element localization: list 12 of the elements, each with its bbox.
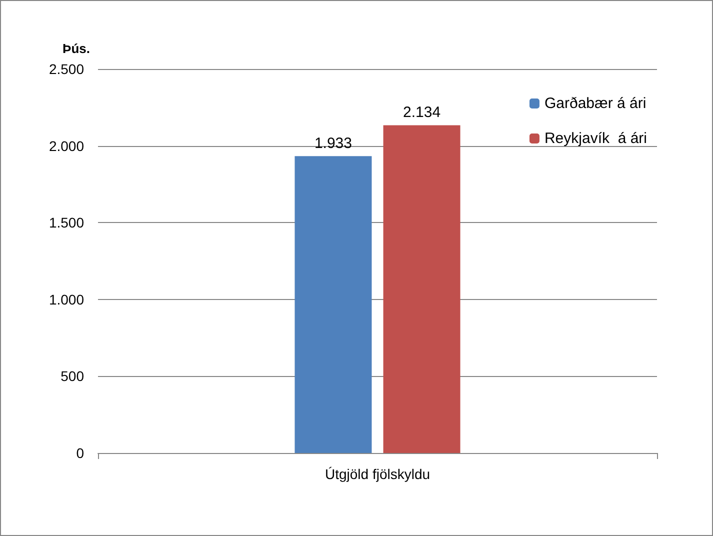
y-tick-label: 0 xyxy=(76,445,84,461)
y-tick-label: 2.500 xyxy=(48,61,84,77)
y-tick-label: 2.000 xyxy=(48,138,84,154)
y-tick-label: 1.500 xyxy=(48,214,84,231)
legend-label: Garðabær á ári xyxy=(544,95,646,112)
data-label: 1.933 xyxy=(314,135,352,152)
data-label: 2.134 xyxy=(403,104,441,122)
y-tick-label: 500 xyxy=(60,368,84,384)
x-tick-label: Útgjöld fjölskyldu xyxy=(324,466,430,482)
legend-label: Reykjavík á ári xyxy=(544,130,648,147)
y-tick-label: 1.000 xyxy=(48,291,84,308)
y-axis-title: Þús. xyxy=(62,41,90,56)
